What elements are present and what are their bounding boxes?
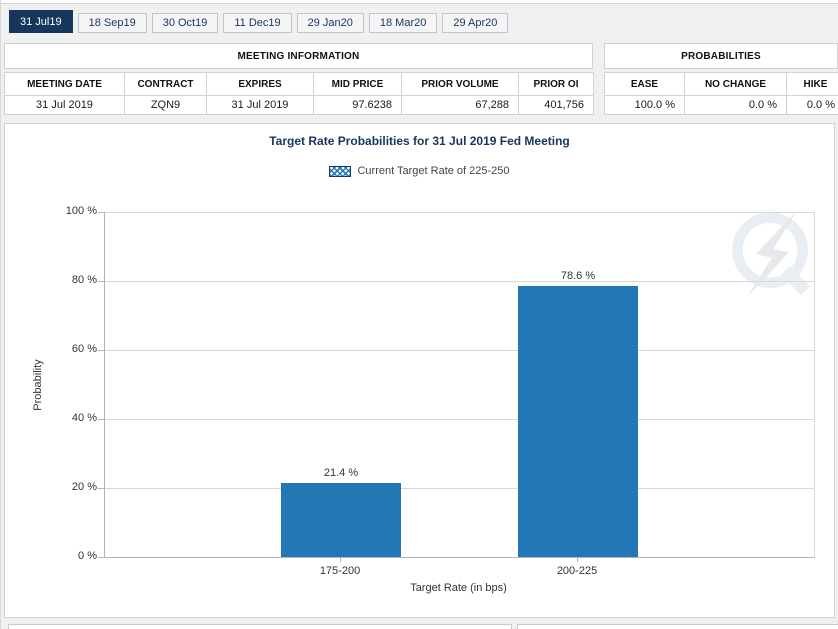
chart-panel: Target Rate Probabilities for 31 Jul 201… — [4, 123, 835, 618]
y-tick-mark — [98, 488, 104, 489]
x-tick-label: 175-200 — [319, 565, 361, 577]
ease-value: 100.0 % — [604, 95, 685, 115]
bar[interactable] — [518, 286, 638, 557]
x-tick-mark — [577, 558, 578, 562]
bar[interactable] — [281, 483, 401, 557]
chart-legend: Current Target Rate of 225-250 — [5, 165, 834, 177]
expires-value: 31 Jul 2019 — [206, 95, 314, 115]
tab-18-mar20[interactable]: 18 Mar20 — [368, 13, 438, 33]
prior-oi-value: 401,756 — [518, 95, 594, 115]
bottom-panel-left — [8, 624, 512, 629]
meeting-tabbar: 31 Jul19 18 Sep19 30 Oct19 11 Dec19 29 J… — [9, 10, 509, 33]
tab-29-apr20[interactable]: 29 Apr20 — [442, 13, 509, 33]
y-tick-label: 0 % — [78, 550, 97, 562]
gridline — [105, 488, 814, 489]
col-hike: HIKE — [786, 72, 838, 96]
mid-price-value: 97.6238 — [313, 95, 402, 115]
y-tick-label: 100 % — [65, 205, 97, 217]
tab-29-jan20[interactable]: 29 Jan20 — [296, 13, 364, 33]
y-tick-label: 60 % — [71, 343, 97, 355]
bar-value-label: 21.4 % — [323, 467, 359, 479]
col-meeting-date: MEETING DATE — [4, 72, 125, 96]
x-axis-title: Target Rate (in bps) — [410, 582, 507, 594]
col-contract: CONTRACT — [124, 72, 207, 96]
col-prior-volume: PRIOR VOLUME — [401, 72, 519, 96]
col-expires: EXPIRES — [206, 72, 314, 96]
gridline — [105, 419, 814, 420]
legend-swatch-icon — [329, 165, 352, 177]
y-tick-label: 80 % — [71, 274, 97, 286]
probabilities-table: EASE NO CHANGE HIKE 100.0 % 0.0 % 0.0 % — [604, 72, 838, 115]
y-tick-mark — [98, 350, 104, 351]
meeting-info-value-row: 31 Jul 2019 ZQN9 31 Jul 2019 97.6238 67,… — [4, 95, 594, 115]
tab-30-oct19[interactable]: 30 Oct19 — [151, 13, 219, 33]
y-tick-mark — [98, 419, 104, 420]
gridline — [105, 281, 814, 282]
y-tick-label: 40 % — [71, 412, 97, 424]
no-change-value: 0.0 % — [684, 95, 787, 115]
tab-11-dec19[interactable]: 11 Dec19 — [223, 13, 292, 33]
probabilities-header-row: EASE NO CHANGE HIKE — [604, 72, 838, 96]
y-tick-mark — [98, 212, 104, 213]
hike-value: 0.0 % — [786, 95, 838, 115]
tab-18-sep19[interactable]: 18 Sep19 — [77, 13, 147, 33]
x-tick-label: 200-225 — [556, 565, 598, 577]
col-no-change: NO CHANGE — [684, 72, 787, 96]
y-tick-mark — [98, 557, 104, 558]
col-mid-price: MID PRICE — [313, 72, 402, 96]
x-tick-mark — [340, 558, 341, 562]
col-ease: EASE — [604, 72, 685, 96]
plot-area: 21.4 % 78.6 % — [104, 212, 815, 558]
probabilities-title: PROBABILITIES — [604, 43, 838, 69]
bottom-panel-right — [517, 624, 838, 629]
meeting-info-table: MEETING DATE CONTRACT EXPIRES MID PRICE … — [4, 72, 594, 115]
gridline — [105, 350, 814, 351]
meeting-info-title: MEETING INFORMATION — [4, 43, 593, 69]
meeting-date-value: 31 Jul 2019 — [4, 95, 125, 115]
probabilities-value-row: 100.0 % 0.0 % 0.0 % — [604, 95, 838, 115]
col-prior-oi: PRIOR OI — [518, 72, 594, 96]
tab-31-jul19[interactable]: 31 Jul19 — [9, 10, 73, 33]
gridline — [105, 212, 814, 213]
legend-label: Current Target Rate of 225-250 — [357, 165, 510, 177]
y-tick-mark — [98, 281, 104, 282]
bar-value-label: 78.6 % — [560, 270, 596, 282]
prior-volume-value: 67,288 — [401, 95, 519, 115]
meeting-info-header-row: MEETING DATE CONTRACT EXPIRES MID PRICE … — [4, 72, 594, 96]
chart-title: Target Rate Probabilities for 31 Jul 201… — [269, 134, 570, 148]
quikstrike-watermark-icon — [732, 210, 810, 298]
contract-value: ZQN9 — [124, 95, 207, 115]
y-tick-label: 20 % — [71, 481, 97, 493]
top-divider — [1, 0, 838, 4]
